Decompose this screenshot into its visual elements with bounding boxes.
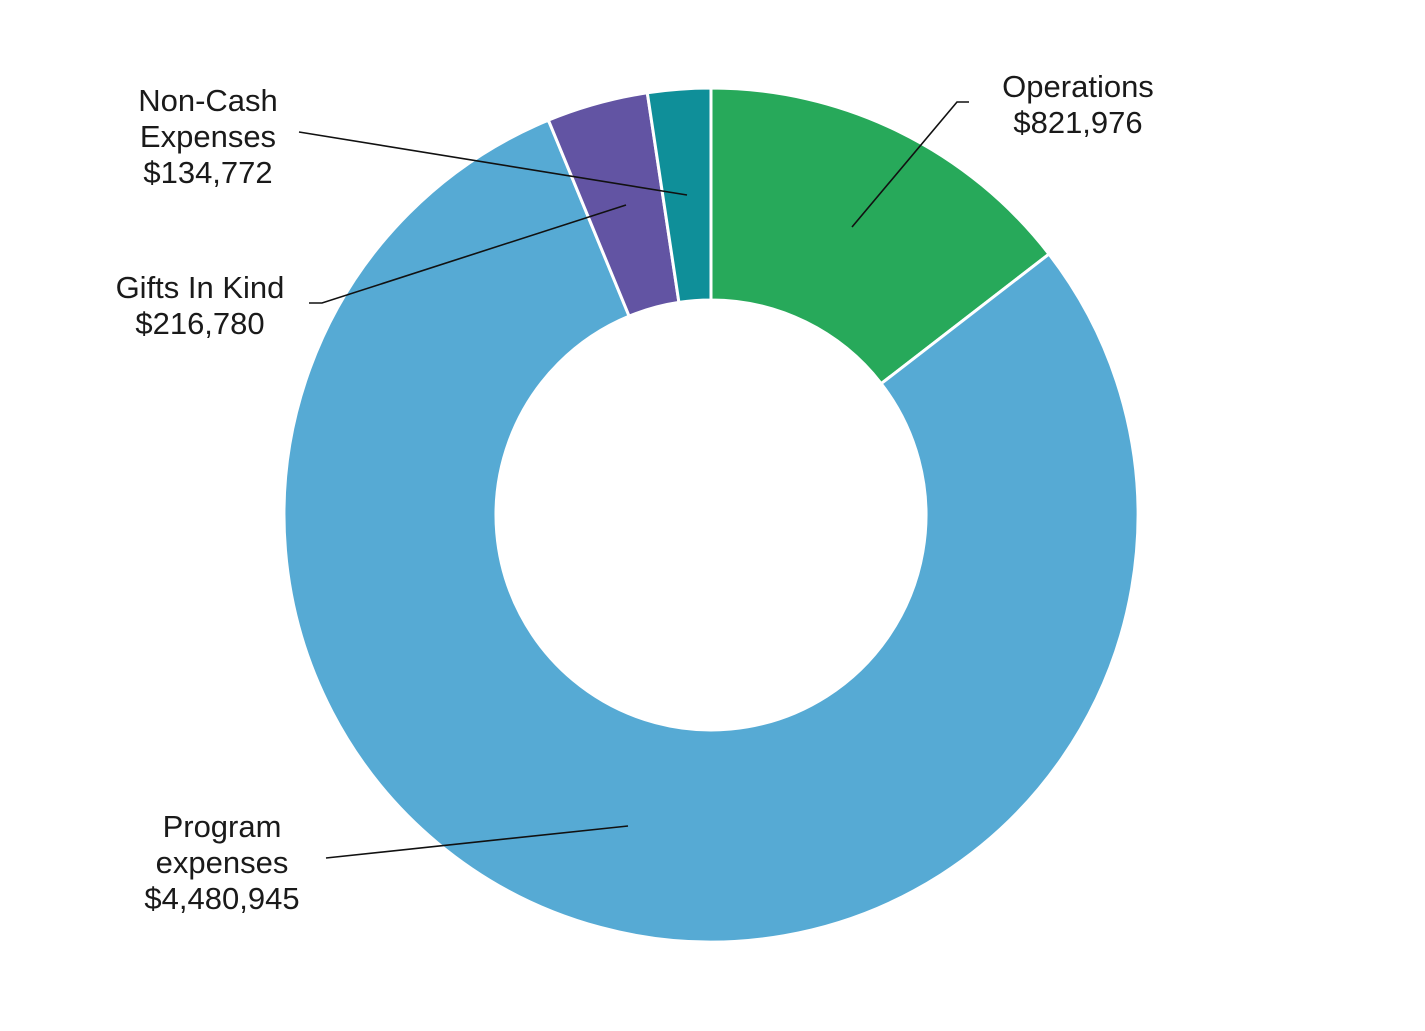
leader-line-operations [851, 101, 969, 228]
slice-category-label: Gifts In Kind [116, 270, 285, 305]
slice-category-label: Expenses [140, 119, 276, 154]
slice-labels: Operations $821,976 Program expenses $4,480,… [116, 69, 1154, 916]
slice-operations [709, 86, 1052, 386]
slice-category-label: Operations [1002, 69, 1154, 104]
slice-label-gifts-in-kind: Gifts In Kind $216,780 [116, 270, 285, 341]
leader-lines [298, 101, 969, 859]
slice-category-label: Program [163, 809, 282, 844]
slice-label-program-expenses: Program expenses $4,480,945 [144, 809, 299, 916]
slice-amount-label: $216,780 [135, 306, 264, 341]
leader-line-gifts-in-kind [309, 204, 627, 304]
slice-label-non-cash-expenses: Non-Cash Expenses $134,772 [138, 83, 278, 190]
slice-amount-label: $821,976 [1013, 105, 1142, 140]
donut-slices [282, 86, 1140, 944]
slice-non-cash-expenses [645, 86, 713, 305]
slice-amount-label: $4,480,945 [144, 881, 299, 916]
slice-category-label: expenses [156, 845, 289, 880]
slice-label-operations: Operations $821,976 [1002, 69, 1154, 140]
leader-line-program-expenses [325, 825, 629, 859]
slice-amount-label: $134,772 [143, 155, 272, 190]
slice-category-label: Non-Cash [138, 83, 278, 118]
leader-line-non-cash-expenses [298, 131, 688, 196]
